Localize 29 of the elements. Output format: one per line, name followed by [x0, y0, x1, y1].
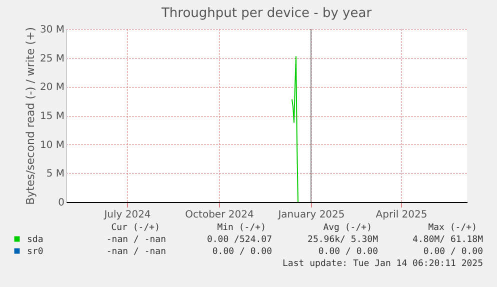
- chart-title: Throughput per device - by year: [160, 6, 372, 21]
- text: -nan / -nan: [106, 247, 166, 257]
- text: -nan / -nan: [106, 235, 166, 245]
- text: 4.80M/ 61.18M: [412, 235, 484, 245]
- x-tick-label: October 2024: [185, 210, 254, 220]
- y-tick-label: 20 M: [40, 82, 64, 94]
- legend-label: sr0: [27, 247, 44, 257]
- text: 0.00 / 0.00: [212, 247, 272, 257]
- text: Cur (-/+): [111, 223, 160, 233]
- line-series: [292, 56, 298, 202]
- text: Max (-/+): [428, 223, 477, 233]
- y-tick-label: 25 M: [40, 53, 64, 64]
- text: 0.00 / 0.00: [318, 247, 378, 257]
- y-tick-label: 15 M: [40, 111, 64, 122]
- text: Min (-/+): [217, 223, 266, 233]
- legend-label: sda: [27, 235, 44, 245]
- y-axis-title: Bytes/second read (-) / write (+): [24, 27, 37, 205]
- y-tick-label: 0: [58, 198, 64, 208]
- x-tick-label: July 2024: [103, 210, 151, 220]
- x-tick-label: January 2025: [277, 210, 345, 220]
- text: Last update: Tue Jan 14 06:20:11 2025: [282, 259, 483, 269]
- text: Avg (-/+): [323, 223, 372, 233]
- text: 0.00 /524.07: [206, 235, 272, 245]
- x-tick-label: April 2025: [376, 210, 428, 220]
- y-tick-label: 30 M: [40, 24, 64, 36]
- text: 0.00 / 0.00: [423, 247, 483, 257]
- y-tick-label: 10 M: [40, 140, 64, 151]
- y-tick-label: 5 M: [46, 168, 64, 180]
- text: 25.96k/ 5.30M: [308, 235, 379, 245]
